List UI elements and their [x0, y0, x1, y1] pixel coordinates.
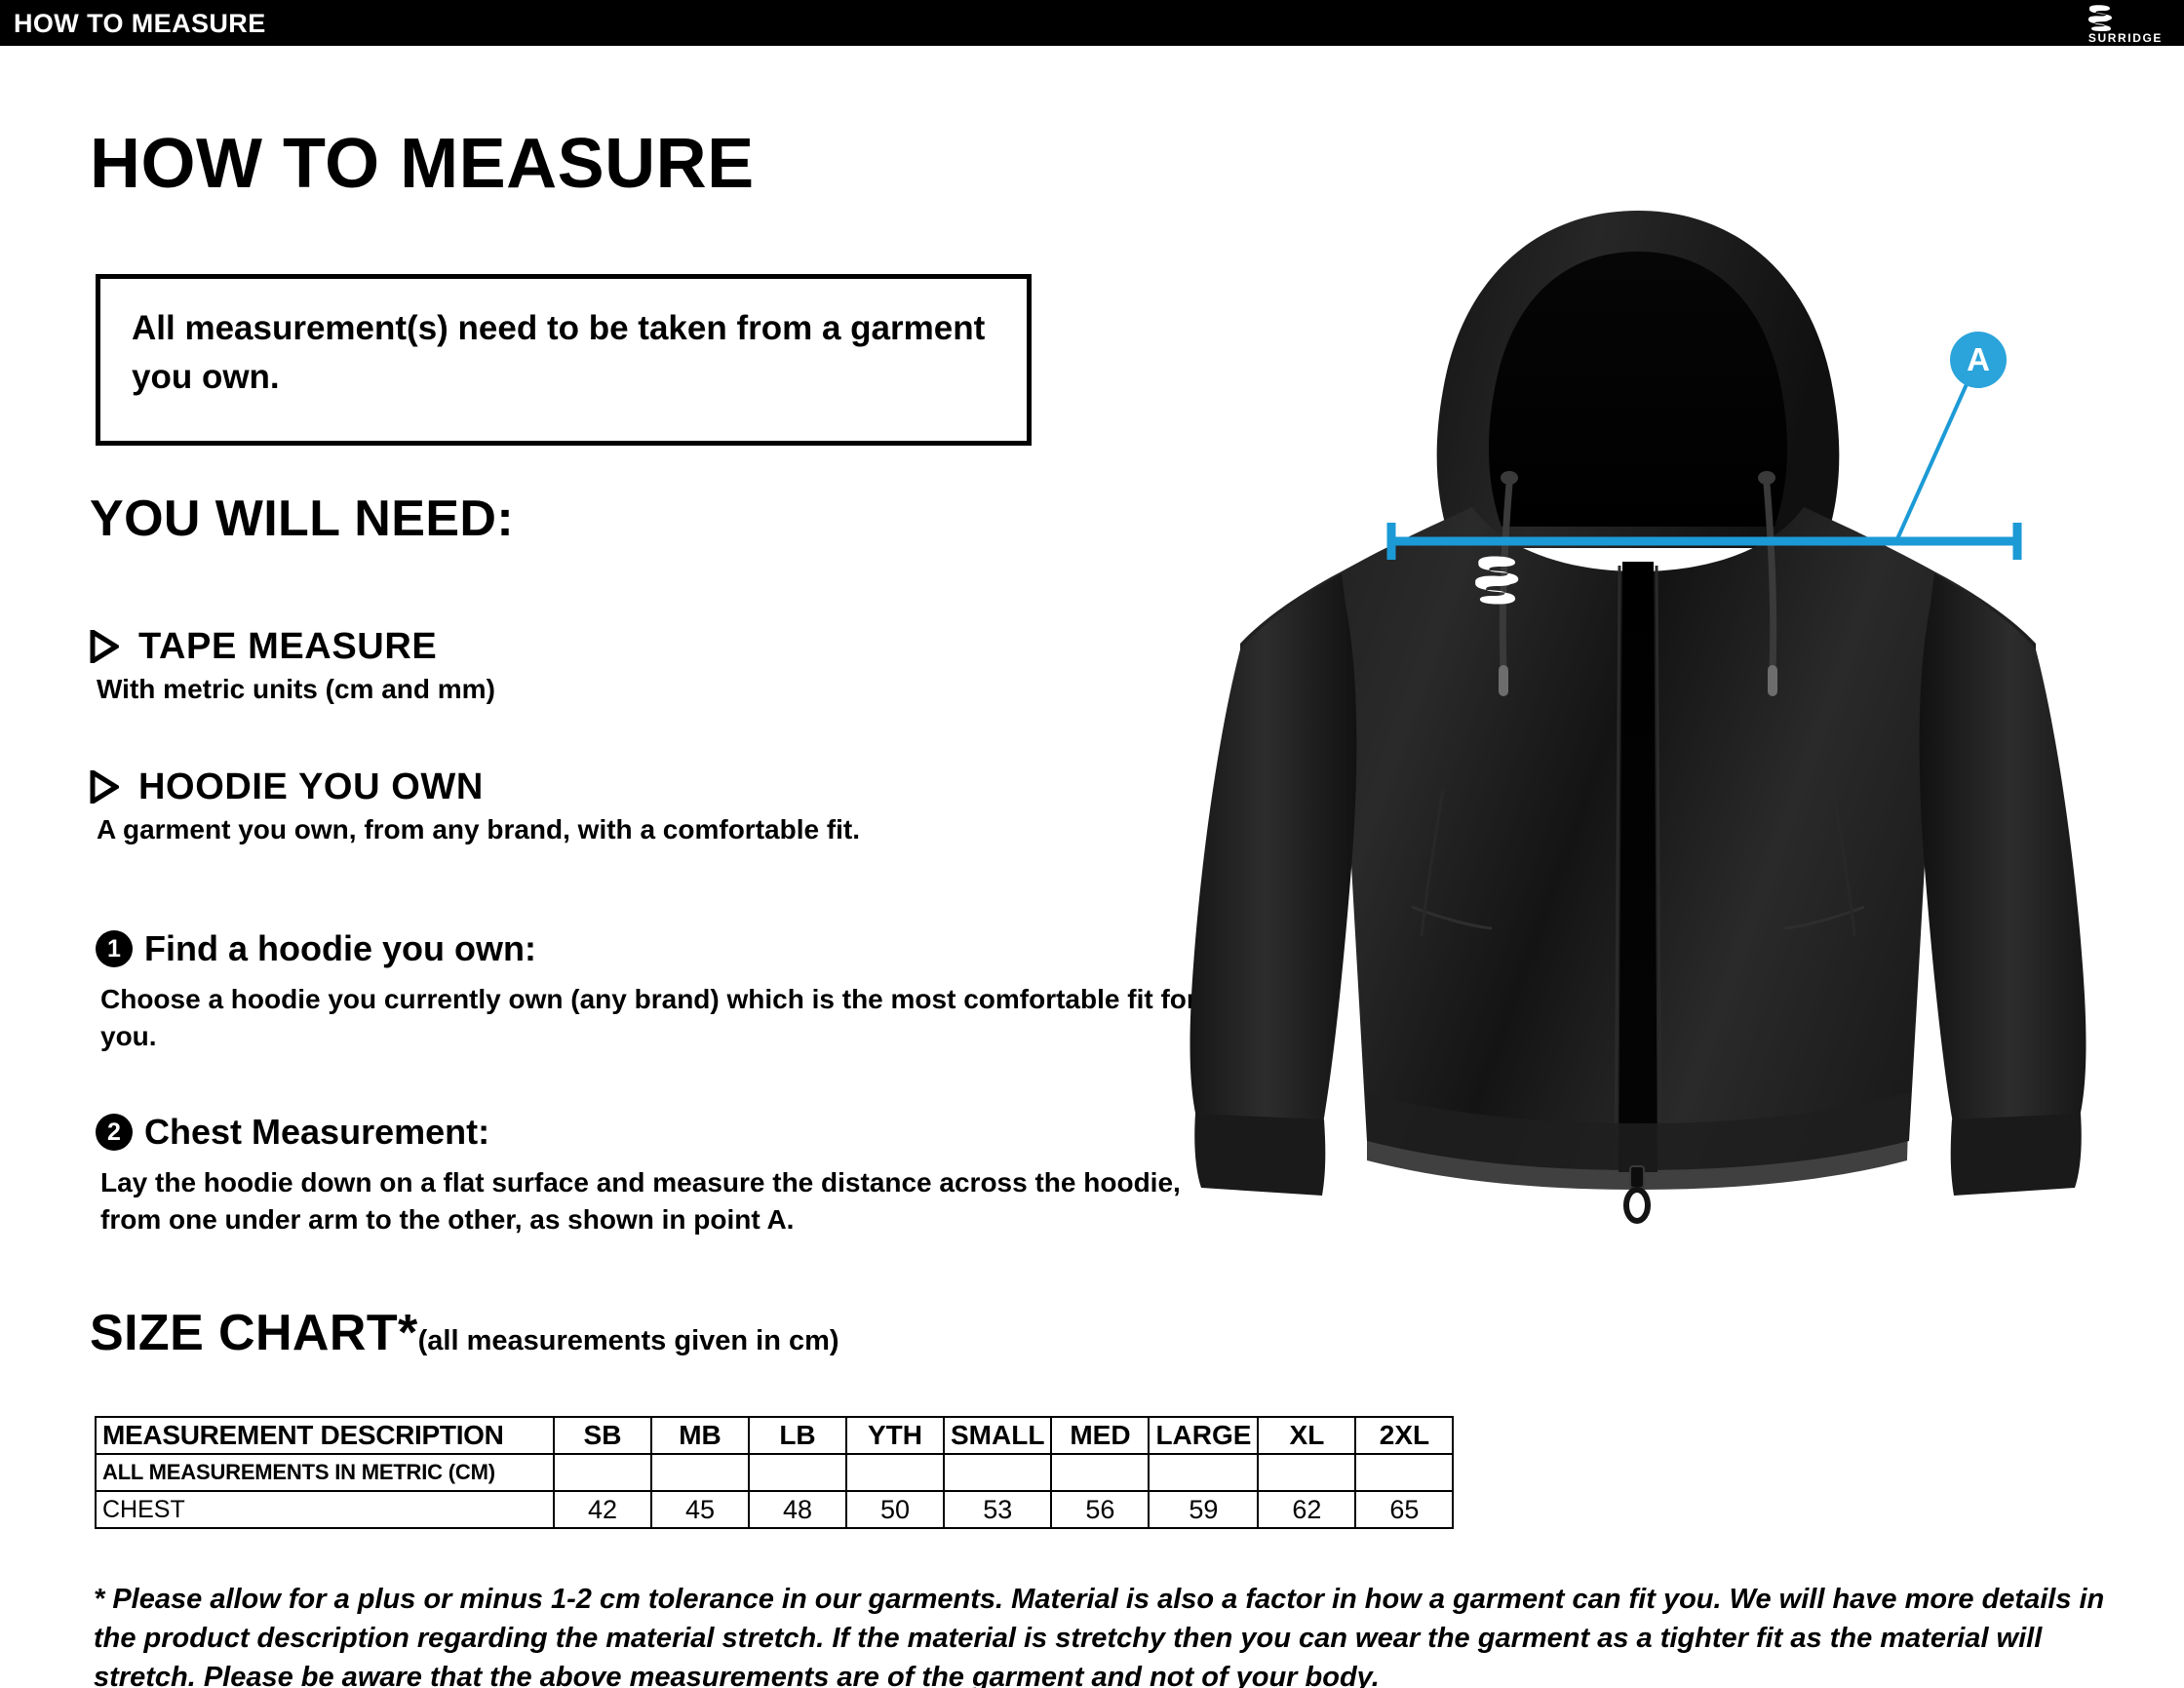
hood-inner [1488, 252, 1788, 527]
zip-tape-right [1655, 565, 1662, 1171]
you-will-need-heading: YOU WILL NEED: [90, 491, 515, 547]
surridge-ss-monogram-icon [2088, 5, 2112, 31]
step-body: Lay the hoodie down on a flat surface an… [100, 1167, 1181, 1235]
step-number-badge: 1 [96, 930, 133, 967]
table-cell: 65 [1354, 1490, 1455, 1529]
table-cell [553, 1453, 652, 1492]
left-cuff [1194, 1114, 1326, 1196]
zip-tape-left [1614, 565, 1621, 1171]
chest-measurement-annotation [1386, 355, 2022, 560]
table-cell: 59 [1148, 1490, 1260, 1529]
table-header-cell: SMALL [942, 1416, 1053, 1455]
table-header-cell: MED [1050, 1416, 1150, 1455]
table-cell [1148, 1453, 1260, 1492]
row-label: CHEST [95, 1490, 555, 1529]
triangle-bullet-icon [90, 630, 119, 663]
eyelet-left [1501, 471, 1518, 485]
triangle-bullet-icon [90, 770, 119, 804]
aglet-right [1768, 665, 1777, 696]
brand-name: SURRIDGE [2087, 31, 2163, 45]
table-cell: 53 [942, 1490, 1053, 1529]
need-item-title: HOODIE YOU OWN [138, 766, 484, 807]
size-chart-table: MEASUREMENT DESCRIPTION SB MB LB YTH SMA… [95, 1416, 1455, 1529]
step-number-badge: 2 [96, 1114, 133, 1151]
table-cell: 50 [845, 1490, 945, 1529]
need-item-title: TAPE MEASURE [138, 626, 438, 667]
table-cell [650, 1453, 750, 1492]
hoodie-graphic [1190, 211, 2086, 1224]
table-header-cell: XL [1257, 1416, 1357, 1455]
table-header-row: MEASUREMENT DESCRIPTION SB MB LB YTH SMA… [95, 1416, 1455, 1455]
table-row: ALL MEASUREMENTS IN METRIC (CM) [95, 1453, 1455, 1492]
table-cell: 48 [748, 1490, 847, 1529]
need-item-subtitle: A garment you own, from any brand, with … [97, 814, 861, 844]
table-cell [942, 1453, 1053, 1492]
notice-box: All measurement(s) need to be taken from… [96, 274, 1032, 446]
page-title: HOW TO MEASURE [90, 125, 755, 203]
table-cell [748, 1453, 847, 1492]
brand-logo: SURRIDGE [2046, 3, 2163, 45]
table-cell: 62 [1257, 1490, 1357, 1529]
right-cuff [1950, 1114, 2082, 1196]
top-bar-title: HOW TO MEASURE [14, 9, 266, 38]
size-chart-title: SIZE CHART* [90, 1305, 418, 1361]
pocket-edge-right [1831, 789, 1856, 937]
table-header-cell: MEASUREMENT DESCRIPTION [95, 1416, 555, 1455]
need-item-subtitle: With metric units (cm and mm) [97, 674, 495, 704]
size-chart-heading: SIZE CHART*(all measurements given in cm… [90, 1304, 839, 1362]
eyelet-right [1758, 471, 1775, 485]
table-cell: 42 [553, 1490, 652, 1529]
top-bar: HOW TO MEASURE SURRIDGE [0, 0, 2184, 46]
zip-opening [1618, 562, 1658, 1172]
table-cell: 45 [650, 1490, 750, 1529]
zipper-pull-icon [1623, 1165, 1651, 1224]
drawstring-right [1763, 480, 1777, 673]
left-sleeve [1190, 573, 1357, 1129]
notice-text: All measurement(s) need to be taken from… [132, 309, 986, 396]
step-title: Find a hoodie you own: [144, 928, 536, 968]
step-body: Choose a hoodie you currently own (any b… [100, 984, 1197, 1051]
row-label: ALL MEASUREMENTS IN METRIC (CM) [95, 1453, 555, 1492]
hoodie-illustration [1150, 185, 2126, 1307]
hem-band [1367, 1092, 1909, 1190]
surridge-ss-chest-logo-icon [1475, 556, 1519, 605]
step-title: Chest Measurement: [144, 1112, 490, 1152]
pocket-seam-left [1411, 905, 1493, 930]
right-sleeve [1919, 573, 2086, 1129]
table-cell [845, 1453, 945, 1492]
table-cell [1050, 1453, 1150, 1492]
table-header-cell: MB [650, 1416, 750, 1455]
table-header-cell: LARGE [1148, 1416, 1260, 1455]
size-chart-note: (all measurements given in cm) [417, 1325, 839, 1356]
table-cell [1354, 1453, 1455, 1492]
pocket-seam-right [1783, 905, 1865, 930]
callout-marker-a: A [1950, 332, 2007, 388]
table-cell [1257, 1453, 1357, 1492]
table-header-cell: LB [748, 1416, 847, 1455]
table-header-cell: 2XL [1354, 1416, 1455, 1455]
footnote-text: * Please allow for a plus or minus 1-2 c… [94, 1584, 2105, 1688]
pocket-edge-left [1420, 789, 1445, 937]
callout-leader-line [1894, 355, 1981, 542]
aglet-left [1499, 665, 1508, 696]
table-header-cell: YTH [845, 1416, 945, 1455]
table-header-cell: SB [553, 1416, 652, 1455]
table-row: CHEST 42 45 48 50 53 56 59 62 65 [95, 1490, 1455, 1529]
table-cell: 56 [1050, 1490, 1150, 1529]
